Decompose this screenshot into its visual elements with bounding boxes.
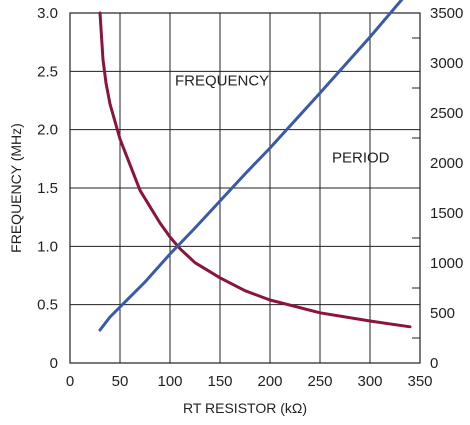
y-tick-label: 1.0 bbox=[37, 238, 58, 255]
x-tick-label: 0 bbox=[66, 373, 74, 390]
frequency-series-line bbox=[98, 11, 412, 329]
y-tick-label: 2.5 bbox=[37, 63, 58, 80]
annotations: FREQUENCY PERIOD bbox=[175, 72, 390, 166]
y-tick-label: 3.0 bbox=[37, 5, 58, 22]
grid-lines bbox=[70, 13, 420, 363]
x-tick-label: 200 bbox=[257, 373, 282, 390]
y2-tick-label: 0 bbox=[430, 355, 438, 372]
plot-frame bbox=[69, 12, 421, 364]
y2-tick-label: 1000 bbox=[430, 255, 463, 272]
x-tick-label: 300 bbox=[357, 373, 382, 390]
y2-tick-label: 3000 bbox=[430, 55, 463, 72]
y-tick-label: 0 bbox=[50, 355, 58, 372]
series-layer bbox=[98, 0, 412, 332]
x-tick-label: 100 bbox=[157, 373, 182, 390]
period-label: PERIOD bbox=[332, 149, 390, 166]
y-tick-label: 1.5 bbox=[37, 180, 58, 197]
y2-tick-label: 3500 bbox=[430, 5, 463, 22]
y-tick-label: 0.5 bbox=[37, 297, 58, 314]
y2-tick-label: 1500 bbox=[430, 205, 463, 222]
y-axis-title: FREQUENCY (MHz) bbox=[8, 123, 24, 253]
tick-labels: 0 50 100 150 200 250 300 35000.51.01.52.02.53.0… bbox=[37, 5, 463, 390]
x-axis-title: RT RESISTOR (kΩ) bbox=[183, 400, 307, 416]
y2-tick-label: 2500 bbox=[430, 105, 463, 122]
frequency-label: FREQUENCY bbox=[175, 72, 269, 89]
y-tick-label: 2.0 bbox=[37, 122, 58, 139]
x-tick-label: 250 bbox=[307, 373, 332, 390]
x-tick-label: 150 bbox=[207, 373, 232, 390]
y2-tick-label: 500 bbox=[430, 305, 455, 322]
y2-tick-label: 2000 bbox=[430, 155, 463, 172]
period-series-line bbox=[98, 0, 404, 332]
x-tick-label: 50 bbox=[112, 373, 129, 390]
x-tick-label: 350 bbox=[407, 373, 432, 390]
